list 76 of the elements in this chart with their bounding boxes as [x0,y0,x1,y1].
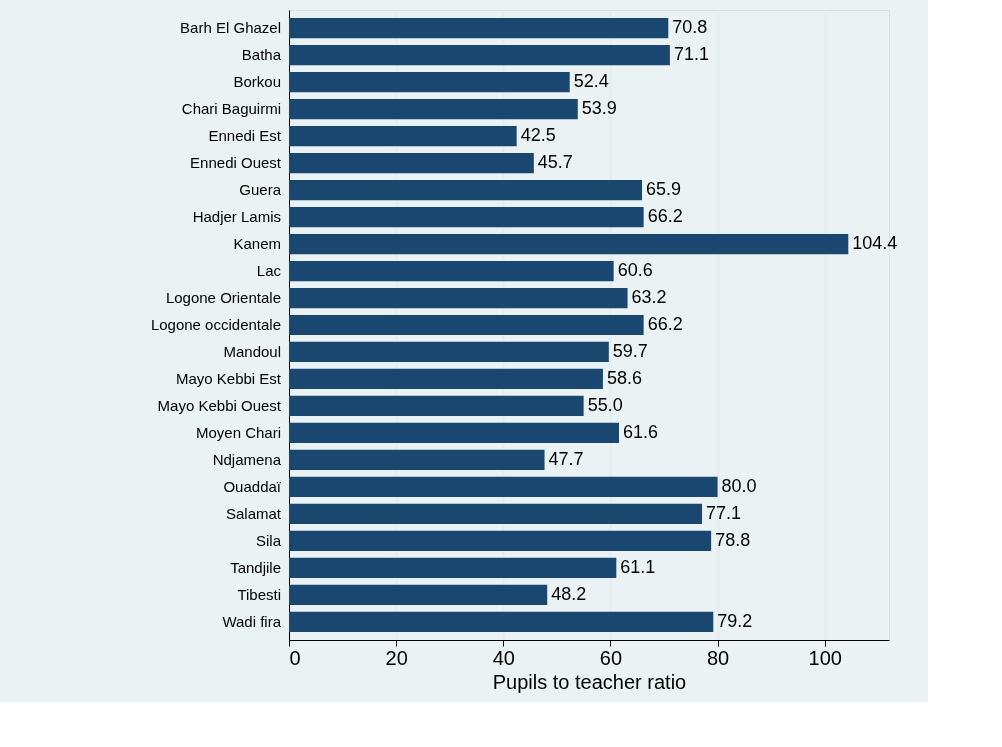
data-label: 79.2 [717,610,753,631]
data-label: 66.2 [647,314,683,334]
x-tick-label: 60 [599,646,623,669]
y-tick-label: Ennedi Est [208,127,282,145]
y-tick-label: Batha [241,46,282,64]
data-label: 61.6 [623,421,659,442]
bar [289,611,714,632]
y-tick-label: Ndjamena [212,450,282,468]
bar [289,18,669,39]
data-label: 45.7 [537,152,573,173]
y-tick-label: Ouaddaï [223,477,282,495]
data-label: 48.2 [551,583,587,604]
bar [289,314,644,336]
data-label: 78.8 [715,529,751,550]
bar [289,341,609,363]
data-label: 47.7 [548,448,584,469]
data-label: 63.2 [631,287,667,308]
bar [289,530,712,551]
data-label: 52.4 [573,71,609,92]
bar [289,449,545,471]
data-label: 65.9 [646,179,682,200]
data-label: 60.6 [617,260,653,281]
bar [289,153,534,174]
bar [289,206,644,228]
x-tick-label: 0 [289,646,301,669]
y-tick-label: Tandjile [230,558,281,576]
y-tick-label: Guera [239,181,282,199]
data-label: 104.4 [852,233,898,254]
y-tick-label: Chari Baguirmi [181,100,281,118]
y-tick-label: Tibesti [237,585,281,603]
bar [289,99,578,120]
data-label: 77.1 [706,502,742,523]
y-tick-label: Borkou [233,73,281,91]
bar [289,233,849,255]
y-tick-label: Moyen Chari [195,423,281,441]
bar [289,557,617,578]
y-tick-label: Sila [255,531,282,549]
y-tick-label: Mayo Kebbi Ouest [157,396,282,414]
y-tick-label: Logone occidentale [150,316,281,333]
y-tick-label: Barh El Ghazel [180,19,281,37]
y-tick-label: Mandoul [223,342,281,360]
y-tick-label: Mayo Kebbi Est [175,369,282,387]
data-label: 55.0 [587,394,623,415]
data-label: 58.6 [606,367,642,388]
x-axis-title: Pupils to teacher ratio [492,670,687,693]
bar [289,260,614,282]
bar [289,72,570,93]
bar [289,476,718,497]
bar [289,503,703,524]
x-tick-label: 100 [808,646,842,669]
bar [289,422,619,444]
x-tick-label: 80 [706,646,730,669]
data-label: 61.1 [620,556,656,577]
data-label: 42.5 [520,125,556,146]
bar [289,368,603,390]
bar [289,126,517,147]
bar [289,179,643,201]
y-tick-label: Kanem [233,235,281,253]
y-tick-label: Lac [256,262,282,280]
data-label: 53.9 [581,98,617,119]
data-label: 80.0 [721,475,757,496]
x-tick-label: 20 [385,646,408,669]
y-tick-label: Wadi fira [222,612,282,630]
data-label: 70.8 [672,17,708,38]
y-tick-label: Hadjer Lamis [192,208,281,226]
bar [289,584,548,605]
x-tick-label: 40 [492,646,515,669]
y-tick-label: Ennedi Ouest [190,154,282,172]
bar [289,395,584,417]
data-label: 71.1 [673,44,709,65]
bar [289,287,628,309]
y-tick-label: Logone Orientale [165,289,281,307]
data-label: 59.7 [612,340,648,361]
data-label: 66.2 [647,206,683,227]
bar [289,45,670,66]
y-tick-label: Salamat [225,504,282,522]
